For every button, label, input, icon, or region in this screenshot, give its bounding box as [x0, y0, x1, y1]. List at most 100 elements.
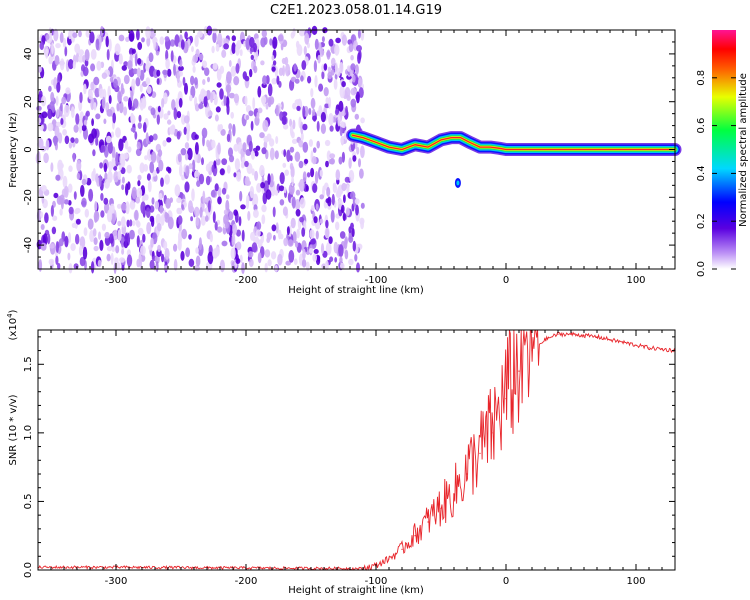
colorbar-axis: 0.0 0.2 0.4 0.6 0.8 [696, 70, 736, 277]
noise-speck [305, 261, 310, 272]
noise-speck [350, 54, 354, 61]
noise-speck [60, 118, 64, 125]
noise-speck [108, 95, 112, 104]
noise-speck [337, 185, 342, 198]
noise-speck [206, 25, 213, 36]
noise-speck [194, 134, 199, 140]
noise-speck [123, 61, 129, 67]
noise-speck [342, 212, 346, 222]
noise-speck [179, 164, 183, 177]
noise-speck [309, 248, 313, 254]
noise-speck [325, 242, 332, 256]
noise-speck [136, 141, 141, 150]
noise-speck [142, 96, 146, 107]
noise-speck [57, 262, 61, 270]
noise-speck [250, 120, 254, 131]
noise-speck [317, 54, 321, 64]
noise-speck [279, 172, 285, 185]
noise-speck [157, 149, 163, 157]
noise-speck [43, 45, 49, 57]
noise-speck [113, 78, 118, 89]
noise-speck [282, 65, 285, 77]
noise-speck [98, 35, 102, 48]
noise-speck [348, 157, 352, 169]
noise-speck [265, 103, 269, 110]
noise-speck [211, 164, 215, 173]
noise-speck [312, 253, 318, 262]
noise-speck [74, 43, 81, 54]
spec-y-tick-label: 20 [23, 95, 34, 108]
noise-speck [302, 248, 306, 260]
noise-speck [90, 49, 97, 60]
noise-speck [147, 180, 152, 193]
snr-x-tick-label: 0 [503, 576, 509, 587]
noise-speck [115, 151, 119, 165]
noise-speck [157, 105, 161, 113]
snr-y-tick-label: 1.5 [23, 356, 34, 372]
noise-speck [296, 228, 300, 239]
noise-speck [110, 252, 114, 265]
noise-speck [294, 241, 299, 248]
noise-speck [118, 34, 125, 42]
noise-speck [234, 158, 240, 171]
noise-speck [294, 78, 300, 84]
noise-speck [205, 175, 211, 186]
noise-speck [289, 162, 294, 171]
noise-speck [245, 37, 251, 50]
snr-x-label: Height of straight line (km) [288, 585, 424, 596]
noise-speck [235, 258, 241, 264]
noise-speck [55, 95, 59, 106]
noise-speck [57, 159, 63, 173]
noise-speck [171, 99, 176, 111]
noise-speck [161, 253, 165, 263]
noise-speck [215, 158, 221, 166]
noise-speck [135, 219, 140, 227]
noise-speck [163, 113, 169, 120]
noise-speck [161, 98, 165, 108]
noise-speck [108, 38, 112, 52]
noise-speck [267, 97, 272, 108]
noise-speck [216, 226, 223, 233]
noise-speck [350, 98, 357, 108]
noise-speck [267, 83, 273, 97]
colorbar-tick-label: 0.2 [696, 213, 707, 229]
noise-speck [74, 137, 79, 144]
noise-speck [51, 42, 54, 55]
noise-speck [275, 136, 279, 144]
noise-speck [154, 200, 160, 210]
noise-speck [249, 186, 255, 199]
noise-speck [75, 218, 81, 225]
noise-speck [40, 224, 45, 230]
noise-speck [131, 186, 137, 200]
noise-speck [75, 233, 80, 245]
noise-speck [230, 65, 237, 77]
noise-speck [63, 199, 69, 205]
noise-speck [202, 190, 206, 204]
noise-speck [91, 118, 94, 127]
noise-speck [207, 251, 214, 265]
noise-speck [81, 178, 87, 186]
noise-speck [73, 263, 79, 270]
noise-speck [226, 71, 232, 84]
noise-speck [350, 63, 356, 71]
noise-speck [188, 258, 195, 267]
noise-speck [313, 60, 317, 73]
snr-frame [37, 329, 676, 571]
noise-speck [245, 180, 252, 186]
noise-speck [360, 202, 365, 209]
noise-speck [350, 222, 354, 230]
noise-speck [84, 49, 90, 62]
noise-speck [212, 31, 217, 44]
noise-speck [329, 256, 334, 263]
snr-point [609, 339, 611, 341]
noise-speck [199, 206, 203, 218]
noise-speck [93, 210, 100, 222]
noise-speck [341, 151, 345, 163]
noise-speck [37, 65, 42, 73]
noise-speck [271, 55, 275, 61]
noise-speck [146, 222, 152, 235]
noise-speck [304, 158, 309, 164]
noise-speck [41, 185, 47, 192]
noise-speck [139, 84, 143, 93]
noise-speck [309, 229, 315, 239]
